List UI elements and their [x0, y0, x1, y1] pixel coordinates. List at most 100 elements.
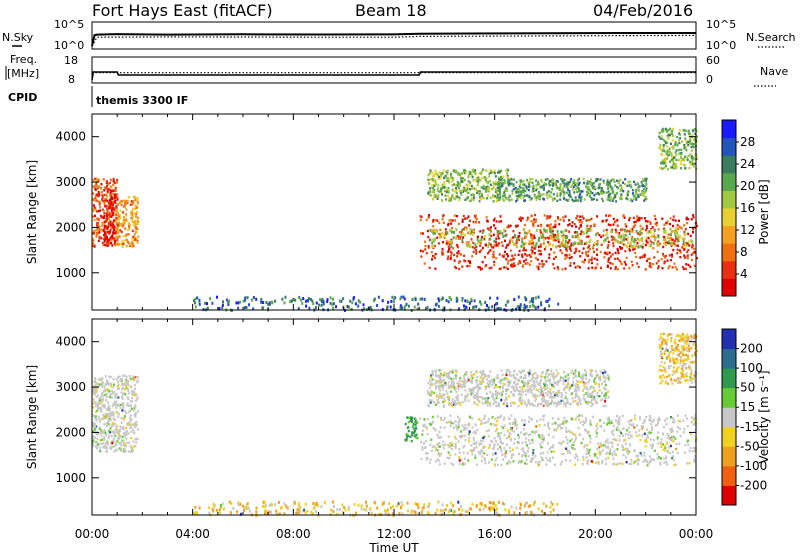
- data-cell: [445, 299, 448, 302]
- data-cell: [436, 174, 439, 177]
- data-cell: [520, 460, 523, 463]
- data-cell: [657, 259, 660, 263]
- data-cell: [566, 235, 569, 239]
- data-cell: [660, 130, 663, 133]
- data-cell: [95, 179, 98, 183]
- data-cell: [433, 391, 436, 394]
- data-cell: [552, 184, 554, 187]
- data-cell: [496, 435, 499, 438]
- data-cell: [675, 166, 678, 169]
- data-cell: [561, 268, 564, 271]
- data-cell: [693, 419, 696, 422]
- data-cell: [92, 239, 95, 242]
- data-cell: [433, 256, 436, 260]
- data-cell: [459, 175, 462, 178]
- data-cell: [448, 199, 450, 202]
- data-cell: [613, 462, 616, 466]
- data-cell: [556, 424, 559, 427]
- data-cell: [438, 221, 441, 225]
- data-cell: [691, 134, 694, 137]
- data-cell: [549, 229, 551, 233]
- data-cell: [531, 430, 534, 434]
- data-cell: [113, 225, 116, 229]
- data-cell: [629, 183, 632, 186]
- data-cell: [637, 195, 640, 198]
- data-cell: [457, 186, 460, 190]
- data-cell: [591, 256, 594, 259]
- data-cell: [563, 388, 565, 392]
- data-cell: [674, 239, 677, 243]
- data-cell: [588, 192, 591, 196]
- data-cell: [652, 262, 655, 266]
- data-cell: [194, 305, 197, 309]
- data-cell: [687, 248, 690, 252]
- data-cell: [108, 375, 111, 379]
- data-cell: [498, 181, 501, 185]
- data-cell: [456, 234, 459, 238]
- data-cell: [462, 451, 465, 454]
- data-cell: [518, 190, 521, 194]
- data-cell: [134, 198, 137, 201]
- data-cell: [683, 159, 686, 162]
- data-cell: [507, 182, 509, 185]
- data-cell: [692, 446, 695, 450]
- data-cell: [490, 246, 493, 249]
- data-cell: [93, 422, 96, 425]
- data-cell: [106, 380, 109, 383]
- data-cell: [437, 184, 440, 187]
- data-cell: [451, 227, 454, 230]
- data-cell: [421, 297, 424, 301]
- data-cell: [659, 463, 662, 466]
- data-cell: [528, 240, 531, 244]
- data-cell: [116, 439, 119, 443]
- data-cell: [137, 220, 140, 224]
- data-cell: [429, 423, 432, 426]
- data-cell: [403, 297, 406, 301]
- data-cell: [648, 431, 651, 434]
- data-cell: [652, 241, 655, 245]
- data-cell: [538, 196, 541, 200]
- data-cell: [403, 305, 406, 309]
- data-cell: [95, 410, 98, 414]
- data-cell: [485, 187, 487, 191]
- data-cell: [489, 169, 492, 172]
- data-cell: [136, 210, 138, 214]
- data-cell: [634, 417, 637, 420]
- data-cell: [110, 201, 113, 204]
- data-cell: [634, 183, 637, 186]
- data-cell: [329, 301, 332, 305]
- data-cell: [575, 386, 578, 389]
- data-cell: [508, 435, 511, 438]
- data-cell: [658, 456, 660, 459]
- data-cell: [537, 295, 540, 299]
- data-cell: [564, 228, 567, 232]
- data-cell: [478, 442, 481, 446]
- data-cell: [684, 129, 687, 132]
- data-cell: [455, 187, 457, 190]
- data-cell: [661, 149, 664, 152]
- data-cell: [546, 379, 549, 382]
- data-cell: [289, 300, 292, 304]
- data-cell: [540, 385, 543, 388]
- data-cell: [322, 302, 325, 306]
- data-cell: [130, 430, 133, 433]
- data-cell: [473, 187, 476, 190]
- data-cell: [682, 419, 685, 422]
- data-cell: [487, 306, 490, 310]
- data-cell: [624, 250, 627, 253]
- data-cell: [610, 431, 613, 434]
- data-cell: [550, 450, 553, 453]
- data-cell: [137, 235, 140, 238]
- data-cell: [121, 240, 124, 243]
- data-cell: [674, 234, 677, 238]
- data-cell: [593, 223, 596, 226]
- data-cell: [471, 187, 474, 190]
- data-cell: [555, 237, 558, 240]
- data-cell: [554, 183, 556, 187]
- data-cell: [440, 191, 443, 194]
- data-cell: [689, 432, 692, 435]
- data-cell: [93, 400, 96, 404]
- data-cell: [637, 265, 640, 269]
- data-cell: [590, 228, 593, 232]
